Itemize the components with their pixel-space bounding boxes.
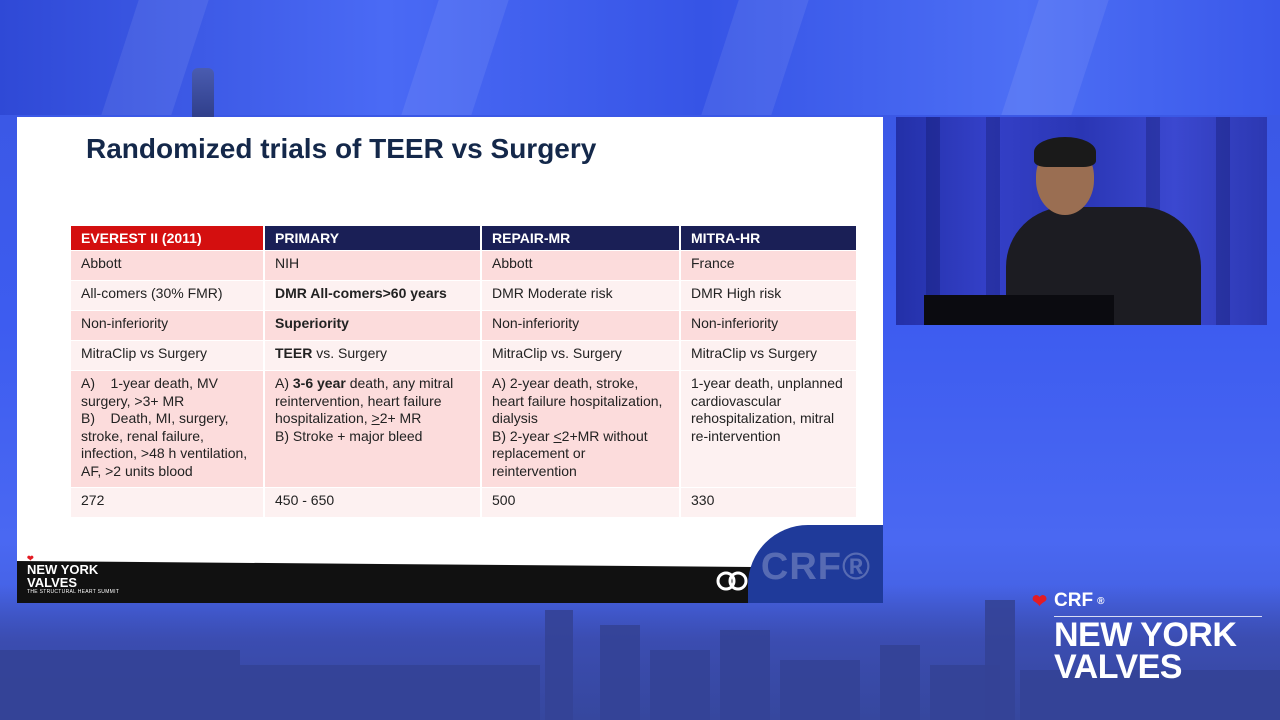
brand-line-1: NEW YORK <box>1054 616 1237 654</box>
header-mitra-hr: MITRA-HR <box>681 226 856 250</box>
endpoint-text: 2+ MR <box>379 410 422 426</box>
table-cell: Non-inferiority <box>681 311 856 340</box>
brand-divider <box>1054 616 1262 617</box>
background-stripe <box>401 0 509 115</box>
header-repair-mr: REPAIR-MR <box>482 226 679 250</box>
endpoint-text: death, any mitral reintervention, heart … <box>275 375 454 426</box>
endpoint-bold-text: 3-6 year <box>292 375 346 391</box>
table-cell: MitraClip vs Surgery <box>681 341 856 370</box>
slide-title: Randomized trials of TEER vs Surgery <box>86 133 597 164</box>
teer-bold-text: TEER <box>275 345 313 361</box>
building <box>600 625 640 720</box>
table-cell: Non-inferiority <box>482 311 679 340</box>
logo-line-1: NEW YORK <box>27 562 99 577</box>
building <box>985 600 1015 720</box>
new-york-valves-logo: ❤ CRF ® NEW YORK VALVES <box>1032 590 1262 686</box>
table-header-row: EVEREST II (2011) PRIMARY REPAIR-MR MITR… <box>71 226 856 250</box>
endpoint-text: A) <box>275 375 293 391</box>
endpoint-a: A) 2-year death, stroke, heart failure h… <box>492 375 663 426</box>
table-cell: France <box>681 251 856 280</box>
table-cell: MitraClip vs Surgery <box>71 341 263 370</box>
slide-footer-band <box>17 561 754 603</box>
table-row-design: Non-inferiority Superiority Non-inferior… <box>71 311 856 340</box>
header-everest: EVEREST II (2011) <box>71 226 263 250</box>
table-cell: 500 <box>482 488 679 517</box>
building <box>780 660 860 720</box>
new-york-valves-logo-small: ❤CRF® NEW YORK VALVES THE STRUCTURAL HEA… <box>27 554 119 595</box>
lectern <box>924 295 1114 325</box>
crf-small-text: CRF® <box>33 554 57 563</box>
building <box>880 645 920 720</box>
building <box>1020 670 1280 720</box>
table-cell: 272 <box>71 488 263 517</box>
table-cell: 330 <box>681 488 856 517</box>
endpoint-b: B) 2-year <2+MR without replacement or r… <box>492 428 669 481</box>
interlinked-rings-icon <box>716 571 748 591</box>
table-cell: TEER vs. Surgery <box>265 341 480 370</box>
table-cell: DMR Moderate risk <box>482 281 679 310</box>
crf-brand: ❤ CRF ® <box>1032 590 1262 612</box>
table-cell: A) 1-year death, MV surgery, >3+ MR B) D… <box>71 371 263 487</box>
endpoint-a: A) 1-year death, MV surgery, >3+ MR <box>81 375 218 409</box>
crf-label: CRF <box>1054 590 1094 611</box>
endpoint-underlined-symbol: > <box>371 410 380 426</box>
heart-icon: ❤ <box>27 554 34 563</box>
table-cell: Non-inferiority <box>71 311 263 340</box>
table-cell: DMR High risk <box>681 281 856 310</box>
crf-small-label: ❤CRF® <box>27 554 119 563</box>
heart-icon: ❤ <box>1032 591 1048 611</box>
table-cell: 1-year death, unplanned cardiovascular r… <box>681 371 856 487</box>
speaker-hair <box>1034 137 1096 167</box>
table-row-comparison: MitraClip vs Surgery TEER vs. Surgery Mi… <box>71 341 856 370</box>
building <box>720 630 770 720</box>
curtain-fold <box>986 117 1000 325</box>
trials-table: EVEREST II (2011) PRIMARY REPAIR-MR MITR… <box>69 225 858 518</box>
endpoint-text: 2+MR without replacement or reinterventi… <box>492 427 648 479</box>
brand-line-2: VALVES <box>1054 648 1183 686</box>
table-cell: Superiority <box>265 311 480 340</box>
slide-footer-accent: CRF® <box>748 525 883 603</box>
table-cell: 450 - 650 <box>265 488 480 517</box>
statue-silhouette <box>192 68 214 118</box>
table-row-sponsor: Abbott NIH Abbott France <box>71 251 856 280</box>
table-cell: All-comers (30% FMR) <box>71 281 263 310</box>
city-skyline <box>0 585 1280 720</box>
table-cell: Abbott <box>482 251 679 280</box>
table-cell: DMR All-comers>60 years <box>265 281 480 310</box>
endpoint-underlined-symbol: < <box>553 427 562 444</box>
registered-mark: ® <box>1097 595 1105 607</box>
table-row-population: All-comers (30% FMR) DMR All-comers>60 y… <box>71 281 856 310</box>
speaker-video <box>896 117 1267 325</box>
endpoint-b: B) Death, MI, surgery, stroke, renal fai… <box>81 410 248 479</box>
table-row-endpoints: A) 1-year death, MV surgery, >3+ MR B) D… <box>71 371 856 487</box>
logo-tagline: THE STRUCTURAL HEART SUMMIT <box>27 589 120 595</box>
crf-watermark: CRF® <box>760 546 871 588</box>
building <box>0 650 240 720</box>
header-primary: PRIMARY <box>265 226 480 250</box>
background-stripe <box>701 0 809 115</box>
endpoint-b: B) Stroke + major bleed <box>275 427 423 444</box>
table-cell: MitraClip vs. Surgery <box>482 341 679 370</box>
table-cell: NIH <box>265 251 480 280</box>
table-cell: Abbott <box>71 251 263 280</box>
comparison-text: vs. Surgery <box>312 345 388 361</box>
table-cell: A) 3-6 year death, any mitral reinterven… <box>265 371 480 487</box>
table-cell: A) 2-year death, stroke, heart failure h… <box>482 371 679 487</box>
curtain-fold <box>926 117 940 325</box>
logo-line-2: VALVES <box>27 575 78 590</box>
endpoint-a: A) 3-6 year death, any mitral reinterven… <box>275 375 470 428</box>
building <box>650 650 710 720</box>
background-stripe <box>1001 0 1109 115</box>
table-row-sample-size: 272 450 - 650 500 330 <box>71 488 856 517</box>
endpoint-text: B) 2-year <box>492 427 554 444</box>
building <box>545 610 573 720</box>
presentation-slide: Randomized trials of TEER vs Surgery EVE… <box>17 117 883 603</box>
curtain-fold <box>1216 117 1230 325</box>
building <box>240 665 540 720</box>
